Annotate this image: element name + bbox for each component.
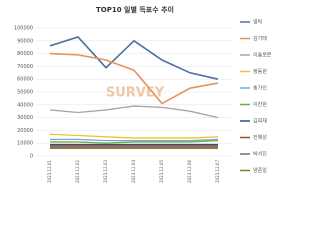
- legend-label: 송가인: [253, 85, 267, 92]
- series-line: [49, 105, 219, 119]
- y-tick-label: 90000: [17, 38, 33, 44]
- series-line: [50, 139, 219, 144]
- x-tick-label: 2023.12.04: [131, 160, 136, 183]
- series-line: [49, 133, 219, 139]
- y-tick-label: 0: [30, 154, 33, 160]
- y-tick-label: 50000: [17, 90, 33, 96]
- x-tick-label: 2023.12.02: [75, 160, 80, 183]
- legend-label: 정동원: [253, 68, 267, 75]
- x-tick-label: 2023.12.01: [47, 160, 52, 183]
- x-tick-label: 2023.12.03: [103, 160, 108, 183]
- watermark: SURVEY: [106, 86, 165, 101]
- y-tick-label: 60000: [17, 77, 33, 83]
- x-tick-label: 2023.12.06: [187, 160, 192, 183]
- legend-label: 영탁: [253, 19, 263, 26]
- y-tick-label: 10000: [17, 141, 33, 147]
- background: [0, 0, 300, 196]
- series-line: [49, 36, 219, 80]
- legend-label: 김희재: [253, 118, 267, 125]
- y-tick-label: 30000: [17, 115, 33, 121]
- series-line: [49, 52, 219, 105]
- x-tick-label: 2023.12.05: [159, 160, 164, 183]
- y-tick-label: 100000: [14, 26, 33, 32]
- legend-label: 박서진: [253, 151, 267, 158]
- legend-label: 이솔로몬: [253, 52, 272, 59]
- y-tick-label: 20000: [17, 128, 33, 134]
- legend-label: 이찬원: [253, 101, 267, 108]
- legend-label: 양준일: [253, 167, 267, 174]
- y-tick-label: 70000: [17, 64, 33, 70]
- series-line: [50, 138, 219, 142]
- y-tick-label: 80000: [17, 51, 33, 57]
- chart-title: TOP10 일별 득표수 추이: [96, 5, 174, 14]
- chart: TOP10 일별 득표수 추이 SURVEY 0 10000 20000 30000 4…: [0, 0, 300, 196]
- y-tick-label: 40000: [17, 102, 33, 108]
- x-tick-label: 2023.12.07: [215, 160, 220, 183]
- legend-label: 진해성: [253, 134, 267, 141]
- legend-label: 김기태: [253, 35, 267, 42]
